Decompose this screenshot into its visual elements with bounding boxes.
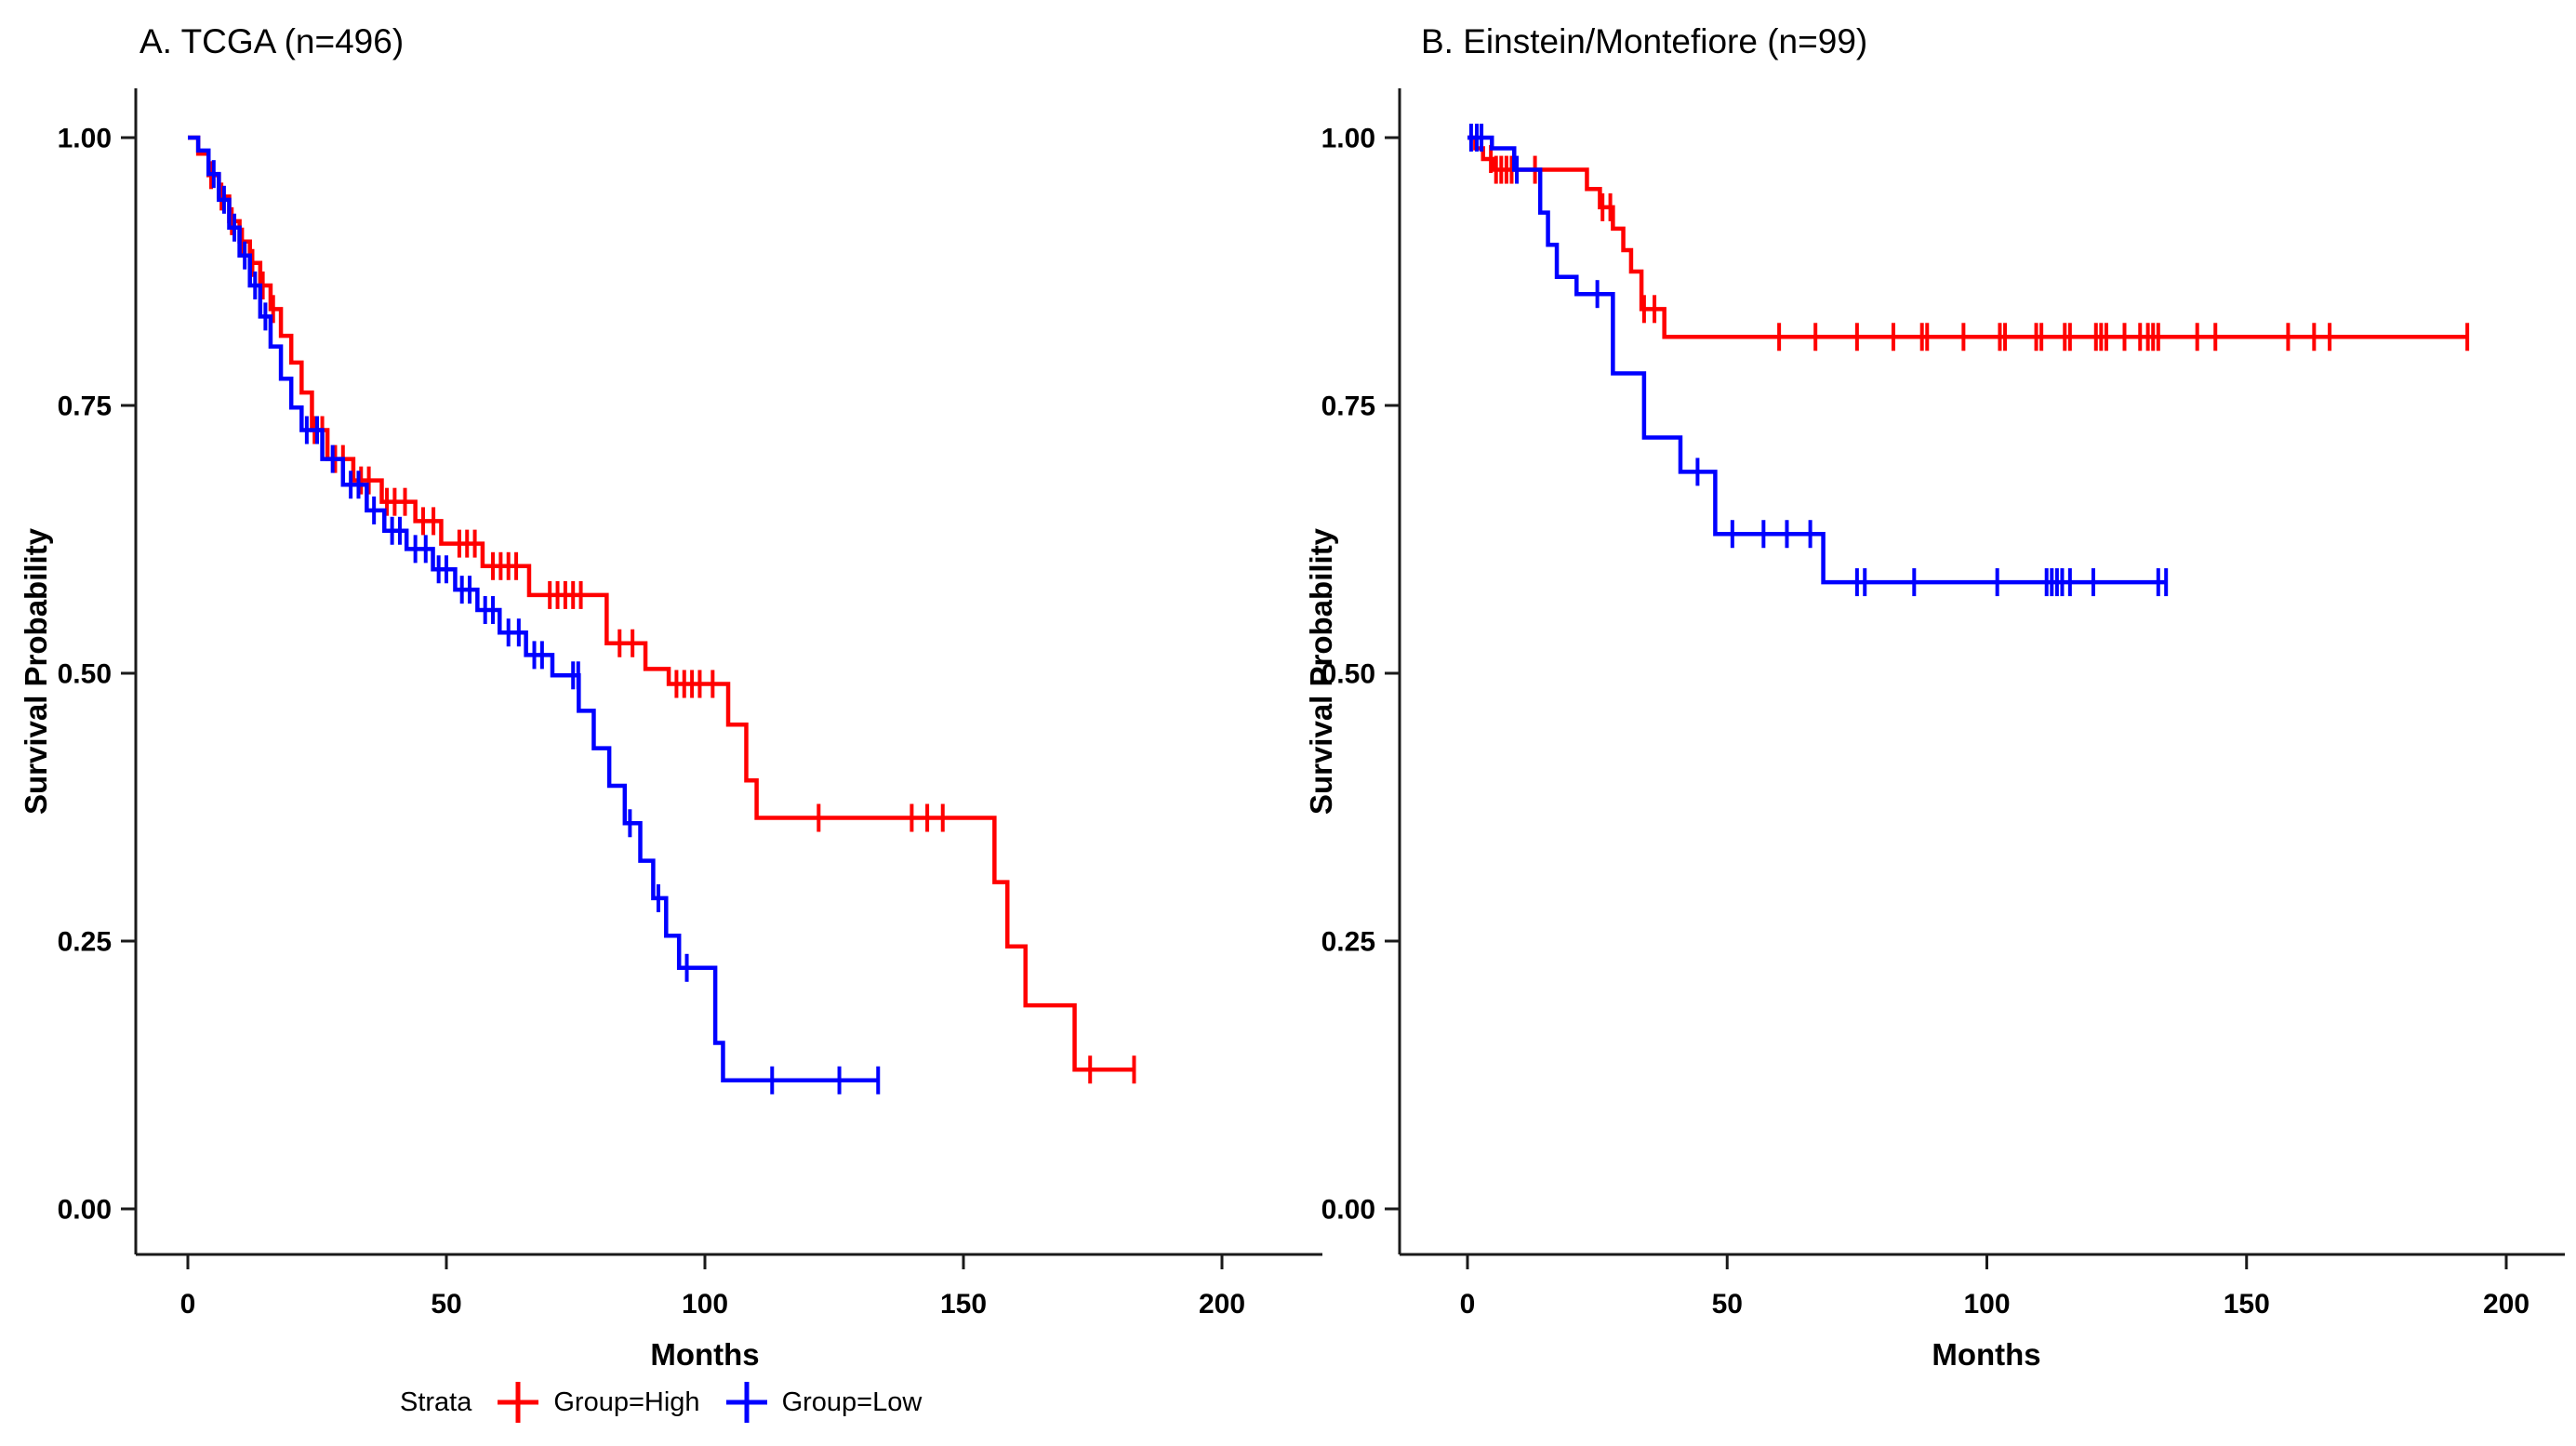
panel-b-y-tick-label: 0.50	[1321, 659, 1375, 690]
panel-a-x-tick-label: 200	[1199, 1289, 1245, 1320]
panel-a-title: A. TCGA (n=496)	[139, 22, 404, 60]
legend-title: Strata	[400, 1386, 472, 1417]
panel-b-curve-low	[1467, 135, 2167, 585]
panel-a-y-tick-label: 0.25	[58, 927, 112, 958]
panel-a-y-tick-label: 0.50	[58, 659, 112, 690]
legend-item-high: Group=High	[496, 1380, 700, 1425]
panel-a-x-tick-label: 0	[180, 1289, 196, 1320]
panel-a-curve-high	[188, 135, 1135, 1072]
panel-a-x-tick-label: 100	[682, 1289, 728, 1320]
panel-b-x-tick-label: 0	[1460, 1289, 1476, 1320]
panel-a-y-tick-label: 1.00	[58, 124, 112, 154]
plus-symbol-high-icon	[498, 1382, 539, 1423]
panel-a-ylabel: Survival Probability	[19, 527, 53, 815]
panel-b-y-tick-label: 1.00	[1321, 124, 1375, 154]
panel-a-x-tick-label: 50	[431, 1289, 461, 1320]
panel-b-y-tick-label: 0.00	[1321, 1195, 1375, 1226]
panel-b-curve-high	[1467, 135, 2468, 339]
panel-a-y-tick-label: 0.75	[58, 391, 112, 422]
panel-a-xlabel: Months	[650, 1337, 759, 1372]
panel-b-y-tick-label: 0.25	[1321, 927, 1375, 958]
panel-a-x-tick-label: 150	[940, 1289, 987, 1320]
legend-item-low: Group=Low	[724, 1380, 923, 1425]
panel-b-x-tick-label: 200	[2483, 1289, 2530, 1320]
legend: Strata Group=High Group=Low	[400, 1374, 922, 1430]
panel-a-y-tick-label: 0.00	[58, 1195, 112, 1226]
panel-b-title: B. Einstein/Montefiore (n=99)	[1421, 22, 1867, 60]
plus-symbol-low-icon	[725, 1382, 767, 1423]
panel-b-ylabel: Survival Probability	[1304, 527, 1338, 815]
panel-b-y-tick-label: 0.75	[1321, 391, 1375, 422]
panel-b-x-tick-label: 100	[1963, 1289, 2010, 1320]
panel-b-x-tick-label: 150	[2224, 1289, 2270, 1320]
panel-b-x-tick-label: 50	[1712, 1289, 1743, 1320]
panel-b-xlabel: Months	[1932, 1337, 2040, 1372]
panel-a-curve-low	[188, 135, 879, 1083]
legend-label-low: Group=Low	[781, 1386, 923, 1417]
legend-label-high: Group=High	[553, 1386, 700, 1417]
